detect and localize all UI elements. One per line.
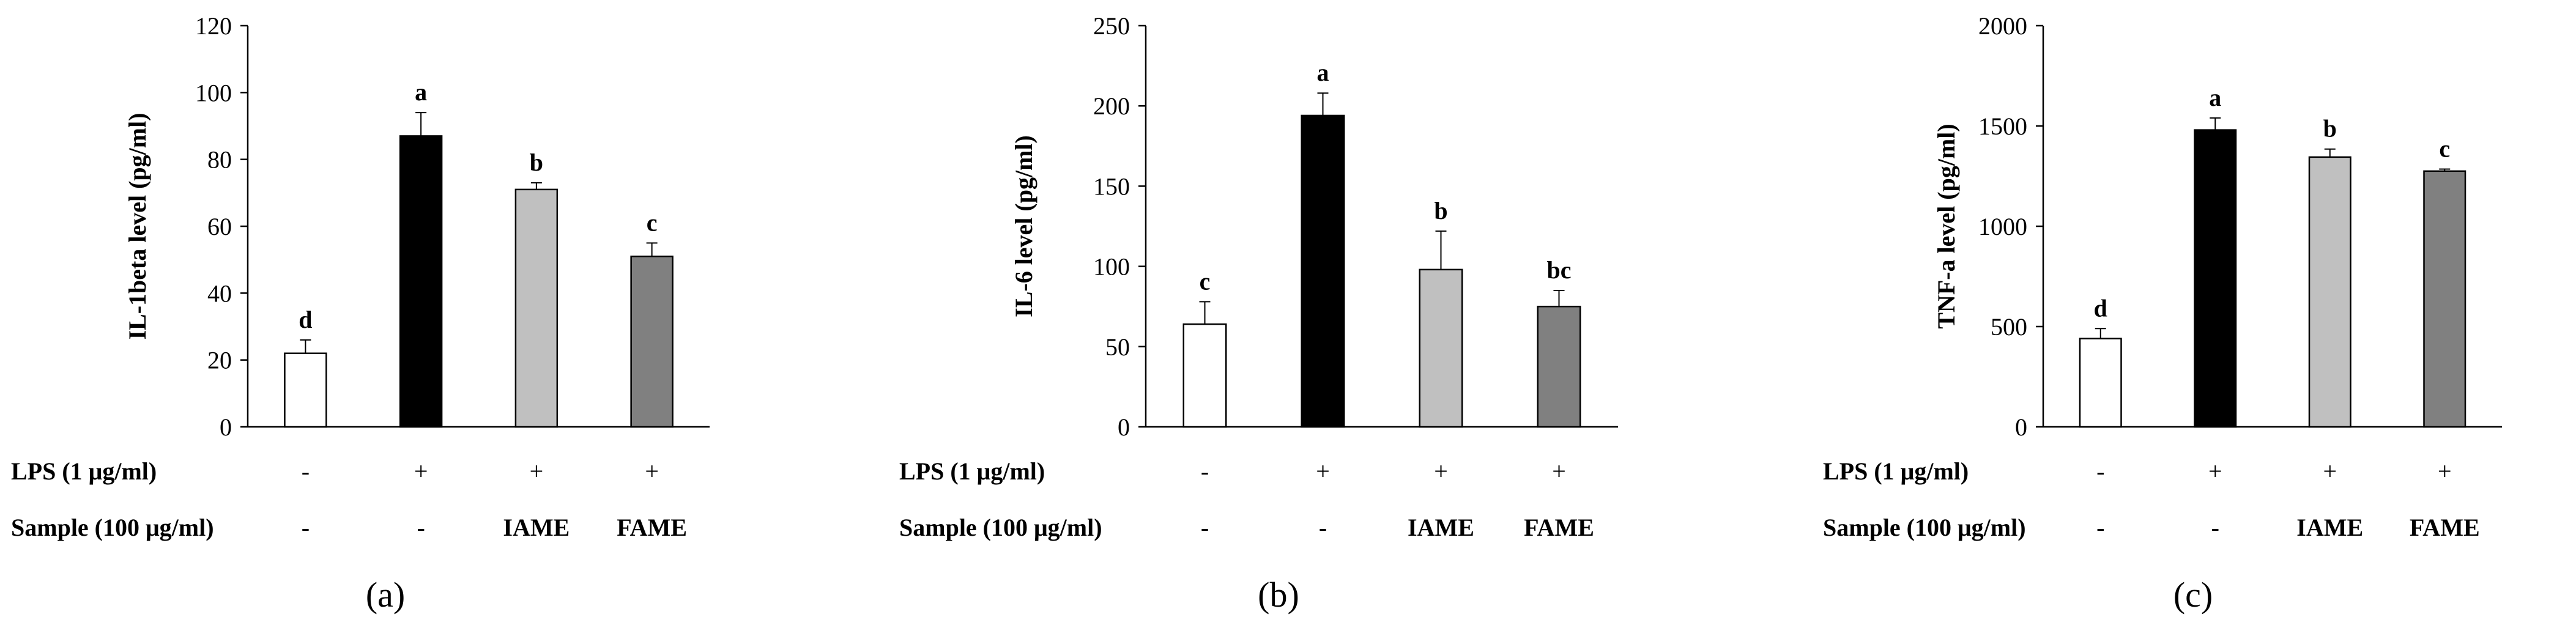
sample-value: IAME [2296,514,2363,541]
panel-b: 0 50 100 150 200 250 IL-6 level (pg/ml) c a b bc LP… [899,12,1618,615]
bar [284,352,327,428]
lps-value: - [2096,457,2104,485]
lps-value: + [1552,457,1566,485]
lps-value: - [302,457,310,485]
sample-row-label: Sample (100 μg/ml) [1823,514,2026,541]
lps-value: + [2323,457,2337,485]
panel-label: (b) [1258,575,1299,615]
sample-value: FAME [1524,514,1594,541]
panel-a: 0 20 40 60 80 100 120 IL-1beta level (pg/ml) d a b… [11,12,710,615]
significance-letter: d [299,306,312,333]
significance-letter: a [1317,59,1329,86]
sample-value: - [1319,514,1327,541]
lps-value: - [1201,457,1209,485]
y-tick-label: 60 [207,213,232,240]
y-axis-label: IL-1beta level (pg/ml) [124,113,151,339]
y-axis-label: IL-6 level (pg/ml) [1010,135,1037,317]
bar [2423,170,2467,428]
sample-value: - [2096,514,2104,541]
y-tick-label: 500 [1991,313,2027,341]
lps-value: + [2208,457,2222,485]
significance-letter: b [530,149,543,176]
sample-row-label: Sample (100 μg/ml) [11,514,214,541]
lps-row-label: LPS (1 μg/ml) [899,457,1045,485]
y-tick-label: 20 [207,347,232,374]
bar [399,135,443,428]
sample-value: - [1201,514,1209,541]
y-tick-label: 50 [1105,333,1130,361]
lps-value: + [530,457,544,485]
sample-row-label: Sample (100 μg/ml) [899,514,1102,541]
bar [2079,338,2122,428]
panel-c: 0 500 1000 1500 2000 TNF-a level (pg/ml) d a b c L… [1823,12,2502,615]
bar [1182,323,1227,428]
y-tick-label: 80 [207,146,232,174]
bar [630,255,674,428]
lps-value: + [414,457,428,485]
bar [1419,268,1463,428]
significance-letter: bc [1547,256,1572,284]
y-tick-label: 0 [220,413,232,441]
lps-row-label: LPS (1 μg/ml) [1823,457,1969,485]
bar [514,188,559,428]
lps-value: + [1434,457,1448,485]
bar [1537,305,1581,428]
y-tick-label: 0 [2015,413,2027,441]
sample-value: IAME [1408,514,1474,541]
sample-value: FAME [617,514,687,541]
y-axis-label: TNF-a level (pg/ml) [1932,124,1960,329]
panel-label: (c) [2173,575,2213,615]
y-tick-label: 1000 [1978,213,2027,240]
y-tick-label: 100 [1093,253,1130,281]
lps-row-label: LPS (1 μg/ml) [11,457,157,485]
significance-letter: c [1200,267,1211,295]
y-tick-label: 0 [1118,413,1130,441]
lps-value: + [645,457,659,485]
significance-letter: a [415,78,427,106]
bar [2308,156,2351,428]
sample-value: FAME [2410,514,2480,541]
y-tick-label: 200 [1093,92,1130,120]
significance-letter: c [647,209,658,236]
y-tick-label: 150 [1093,172,1130,200]
lps-value: + [1316,457,1330,485]
significance-letter: b [1434,197,1447,224]
y-tick-label: 40 [207,279,232,307]
y-tick-label: 120 [195,12,232,40]
y-tick-label: 1500 [1978,113,2027,140]
bar [1301,114,1345,428]
sample-value: - [2211,514,2219,541]
y-tick-label: 100 [195,79,232,106]
bar [2194,129,2237,428]
y-tick-label: 2000 [1978,12,2027,40]
y-tick-label: 250 [1093,12,1130,40]
significance-letter: c [2439,135,2450,163]
significance-letter: a [2209,84,2221,111]
significance-letter: d [2094,294,2107,322]
sample-value: - [417,514,425,541]
significance-letter: b [2323,115,2337,142]
sample-value: - [302,514,310,541]
sample-value: IAME [503,514,570,541]
lps-value: + [2438,457,2452,485]
panel-label: (a) [366,575,405,615]
